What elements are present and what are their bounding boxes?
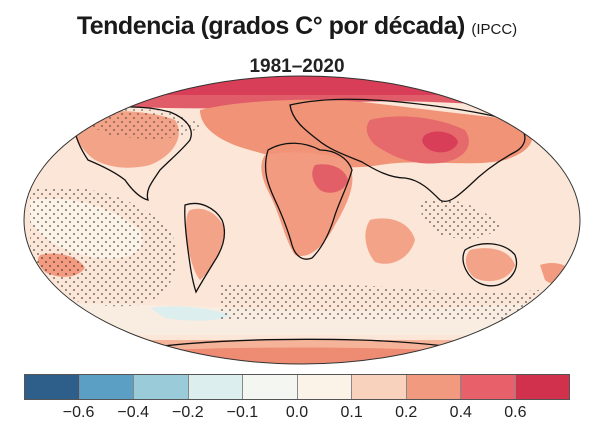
colorbar-segment (188, 375, 243, 399)
colorbar-tick-label: 0.6 (504, 404, 527, 421)
period-label: 1981–2020 (249, 56, 345, 77)
colorbar-tick-label: −0.2 (172, 404, 204, 421)
colorbar-segment (79, 375, 134, 399)
colorbar-segment (243, 375, 298, 399)
colorbar-segment (406, 375, 461, 399)
colorbar-tick-label: 0.1 (340, 404, 363, 421)
colorbar-segment (515, 375, 569, 399)
colorbar-tick-label: 0.4 (449, 404, 472, 421)
colorbar-segment (352, 375, 407, 399)
colorbar-tick-label: 0.2 (395, 404, 418, 421)
colorbar-tick-label: −0.4 (117, 404, 149, 421)
colorbar-tick-label: −0.6 (62, 404, 95, 421)
colorbar (24, 374, 570, 400)
globe-outline (23, 75, 581, 365)
colorbar-segment (25, 375, 80, 399)
colorbar-segment (297, 375, 352, 399)
title-source: (IPCC) (471, 21, 518, 38)
title-text: Tendencia (grados C° por década) (76, 12, 466, 40)
map-title: Tendencia (grados C° por década) (IPCC) (0, 12, 594, 41)
map-field (24, 76, 580, 364)
colorbar-segment (461, 375, 516, 399)
colorbar-segment (134, 375, 189, 399)
colorbar-tick-label: 0.0 (285, 404, 309, 421)
colorbar-tick-label: −0.1 (226, 404, 259, 421)
southern-ocean-cooling (150, 306, 230, 321)
